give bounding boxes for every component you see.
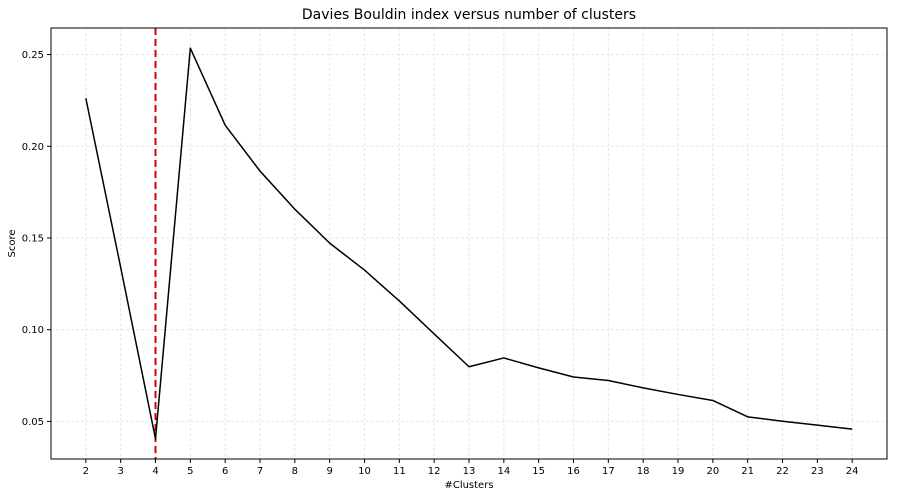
x-axis-ticks: 2 3 4 5 6 7 8 9 10 11 12 13 14 15 16 17 18 19 20 21 22 23 24 [83,459,859,477]
x-tick-label: 13 [463,466,476,477]
chart-title: Davies Bouldin index versus number of cl… [302,7,636,23]
y-axis-label: Score [7,229,18,257]
x-tick-label: 12 [428,466,441,477]
series-layer [85,47,853,440]
x-tick-label: 15 [532,466,545,477]
y-tick-label: 0.05 [22,417,44,428]
x-tick-label: 3 [117,466,123,477]
x-tick-label: 18 [637,466,650,477]
x-tick-label: 9 [326,466,332,477]
x-tick-label: 4 [152,466,158,477]
x-tick-label: 2 [83,466,89,477]
grid-lines [51,28,887,459]
y-axis-ticks: 0.05 0.10 0.15 0.20 0.25 [22,50,51,428]
x-tick-label: 8 [292,466,298,477]
x-tick-label: 14 [497,466,510,477]
x-tick-label: 22 [776,466,789,477]
x-axis-label: #Clusters [444,480,493,491]
y-tick-label: 0.25 [22,50,44,61]
x-tick-label: 17 [602,466,615,477]
x-tick-label: 10 [358,466,371,477]
x-tick-label: 23 [811,466,824,477]
x-tick-label: 16 [567,466,580,477]
y-tick-label: 0.10 [22,325,44,336]
x-tick-label: 19 [672,466,685,477]
x-tick-label: 7 [257,466,263,477]
y-tick-label: 0.15 [22,233,44,244]
x-tick-label: 5 [187,466,193,477]
x-tick-label: 6 [222,466,228,477]
x-tick-label: 24 [846,466,859,477]
y-tick-label: 0.20 [22,142,44,153]
x-tick-label: 21 [741,466,754,477]
x-tick-label: 11 [393,466,406,477]
x-tick-label: 20 [706,466,719,477]
